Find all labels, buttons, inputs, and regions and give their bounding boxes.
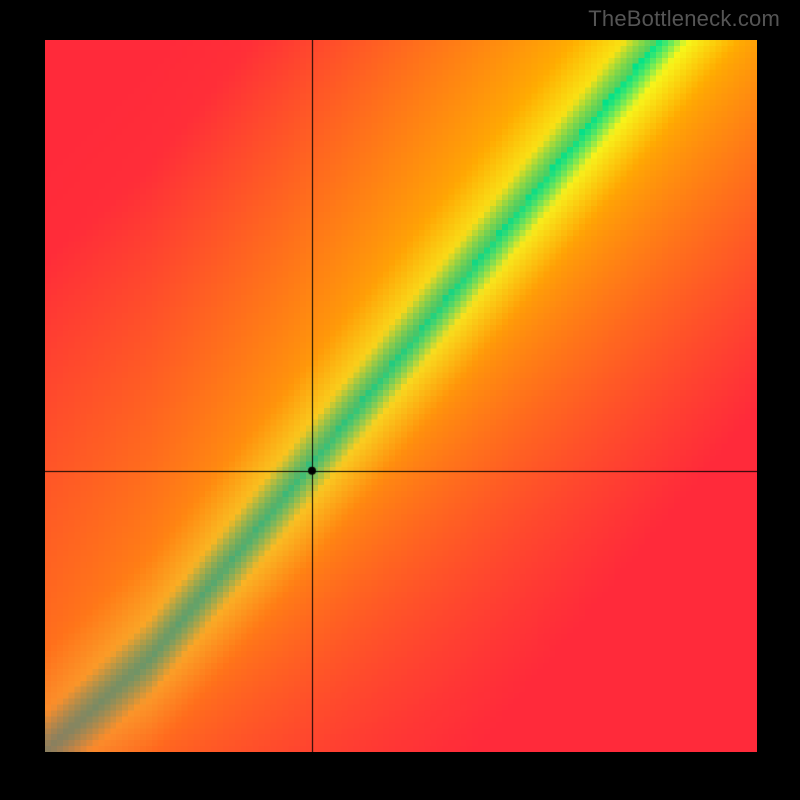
watermark-text: TheBottleneck.com (588, 6, 780, 32)
bottleneck-heatmap (45, 40, 757, 752)
chart-container: TheBottleneck.com (0, 0, 800, 800)
